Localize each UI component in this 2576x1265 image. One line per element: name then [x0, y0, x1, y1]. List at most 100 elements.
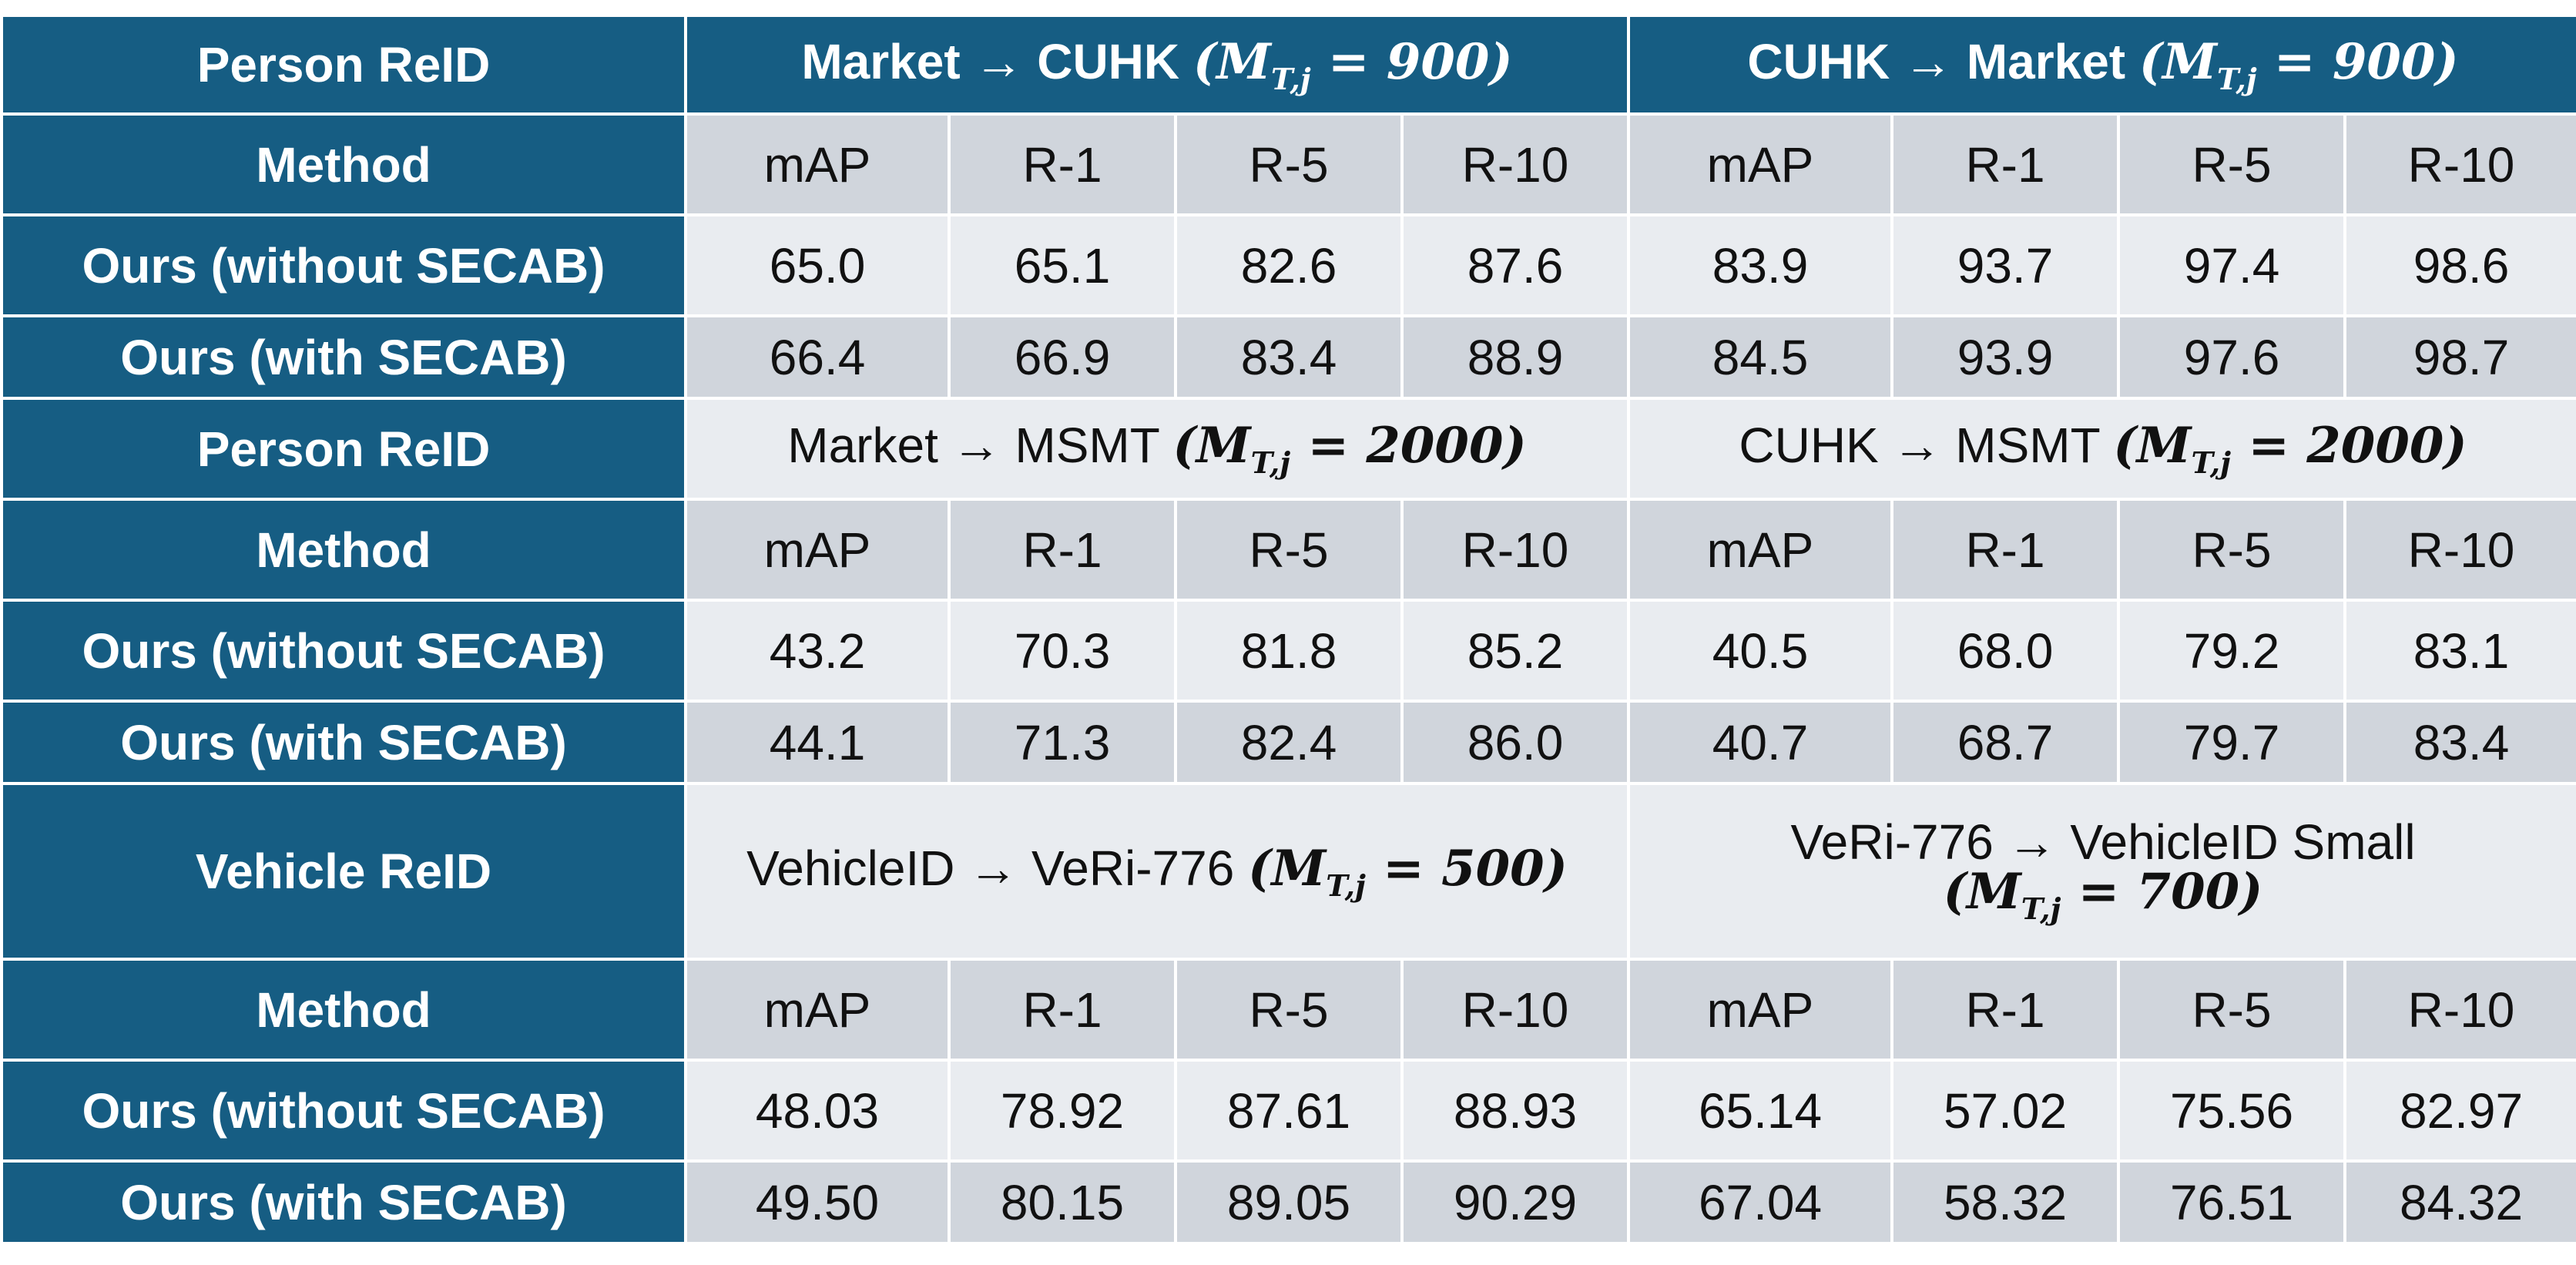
method-header: Method [0, 112, 687, 216]
table-cell: 65.14 [1627, 1059, 1894, 1163]
metric-header: mAP [1627, 958, 1894, 1062]
metric-header: R-10 [1400, 498, 1631, 602]
method-name: Ours (with SECAB) [0, 314, 687, 400]
table-row: Ours (without SECAB) 65.0 65.1 82.6 87.6… [0, 213, 2576, 317]
metric-header: R-5 [2117, 958, 2347, 1062]
metric-header: mAP [1627, 112, 1894, 216]
table-cell: 58.32 [1890, 1159, 2121, 1245]
dataset-header-a: Market → MSMT (MT,j = 2000) [683, 397, 1631, 501]
table-row: Ours (with SECAB) 49.50 80.15 89.05 90.2… [0, 1159, 2576, 1245]
table-row: Ours (without SECAB) 43.2 70.3 81.8 85.2… [0, 599, 2576, 703]
metric-header: R-5 [1174, 112, 1404, 216]
table-cell: 78.92 [948, 1059, 1177, 1163]
table-cell: 84.32 [2343, 1159, 2576, 1245]
dataset-header-b: CUHK → Market (MT,j = 900) [1627, 14, 2576, 116]
table-cell: 43.2 [684, 599, 951, 703]
mtj-value: 900 [1386, 32, 1490, 91]
table-cell: 97.4 [2117, 213, 2347, 317]
metric-header: R-10 [2343, 498, 2576, 602]
dataset-name: VehicleID → VeRi-776 [746, 840, 1235, 896]
table-cell: 85.2 [1400, 599, 1631, 703]
metrics-row: Method mAP R-1 R-5 R-10 mAP R-1 R-5 R-10 [0, 112, 2576, 216]
table-cell: 98.6 [2343, 213, 2576, 317]
dataset-header-b: CUHK → MSMT (MT,j = 2000) [1627, 397, 2576, 501]
table-cell: 66.4 [684, 314, 951, 400]
metric-header: R-10 [2343, 112, 2576, 216]
metric-header: R-10 [1400, 958, 1631, 1062]
metric-header: R-1 [1890, 498, 2121, 602]
table-cell: 70.3 [948, 599, 1177, 703]
metrics-row: Method mAP R-1 R-5 R-10 mAP R-1 R-5 R-10 [0, 498, 2576, 602]
method-name: Ours (without SECAB) [0, 213, 687, 317]
table-cell: 65.1 [948, 213, 1177, 317]
table-row: Ours (without SECAB) 48.03 78.92 87.61 8… [0, 1059, 2576, 1163]
mtj-value: 700 [2136, 863, 2240, 921]
section-header-row: Person ReID Market → MSMT (MT,j = 2000) … [0, 397, 2576, 501]
table-row: Ours (with SECAB) 44.1 71.3 82.4 86.0 40… [0, 700, 2576, 785]
table-cell: 89.05 [1174, 1159, 1404, 1245]
table-cell: 97.6 [2117, 314, 2347, 400]
table-cell: 49.50 [684, 1159, 951, 1245]
table-cell: 65.0 [684, 213, 951, 317]
mtj-value: 500 [1441, 839, 1545, 898]
table-cell: 83.4 [1174, 314, 1404, 400]
table-cell: 98.7 [2343, 314, 2576, 400]
table-cell: 82.97 [2343, 1059, 2576, 1163]
table-cell: 87.61 [1174, 1059, 1404, 1163]
metric-header: R-5 [2117, 112, 2347, 216]
mtj-value: 2000 [2306, 417, 2444, 475]
dataset-name: Market → CUHK [801, 33, 1180, 89]
table-cell: 87.6 [1400, 213, 1631, 317]
table-cell: 81.8 [1174, 599, 1404, 703]
table-cell: 75.56 [2117, 1059, 2347, 1163]
metric-header: R-1 [948, 958, 1177, 1062]
table-cell: 40.7 [1627, 700, 1894, 785]
table-cell: 82.4 [1174, 700, 1404, 785]
metric-header: R-1 [948, 112, 1177, 216]
table-cell: 44.1 [684, 700, 951, 785]
dataset-header-b: VeRi-776 → VehicleID Small (MT,j = 700) [1627, 782, 2576, 961]
table-cell: 68.7 [1890, 700, 2121, 785]
table-cell: 83.4 [2343, 700, 2576, 785]
dataset-header-a: VehicleID → VeRi-776 (MT,j = 500) [683, 782, 1631, 961]
metric-header: R-10 [1400, 112, 1631, 216]
method-name: Ours (with SECAB) [0, 1159, 687, 1245]
metric-header: R-5 [1174, 958, 1404, 1062]
section-header-row: Vehicle ReID VehicleID → VeRi-776 (MT,j … [0, 782, 2576, 961]
table-cell: 83.9 [1627, 213, 1894, 317]
table-cell: 93.7 [1890, 213, 2121, 317]
metric-header: R-5 [2117, 498, 2347, 602]
table-cell: 84.5 [1627, 314, 1894, 400]
method-name: Ours (with SECAB) [0, 700, 687, 785]
table-cell: 80.15 [948, 1159, 1177, 1245]
table-cell: 71.3 [948, 700, 1177, 785]
metric-header: R-10 [2343, 958, 2576, 1062]
table-cell: 88.9 [1400, 314, 1631, 400]
results-table: Person ReID Market → CUHK (MT,j = 900) C… [0, 14, 2576, 1245]
mtj-value: 900 [2332, 32, 2436, 91]
metric-header: mAP [684, 112, 951, 216]
dataset-name: VeRi-776 → VehicleID Small [1790, 814, 2416, 871]
method-name: Ours (without SECAB) [0, 1059, 687, 1163]
table-cell: 40.5 [1627, 599, 1894, 703]
metric-header: R-1 [1890, 112, 2121, 216]
table-cell: 82.6 [1174, 213, 1404, 317]
table-cell: 66.9 [948, 314, 1177, 400]
metrics-row: Method mAP R-1 R-5 R-10 mAP R-1 R-5 R-10 [0, 958, 2576, 1062]
table-cell: 68.0 [1890, 599, 2121, 703]
table-cell: 90.29 [1400, 1159, 1631, 1245]
section-header-row: Person ReID Market → CUHK (MT,j = 900) C… [0, 14, 2576, 116]
table-cell: 79.7 [2117, 700, 2347, 785]
table-cell: 86.0 [1400, 700, 1631, 785]
table-cell: 83.1 [2343, 599, 2576, 703]
method-header: Method [0, 958, 687, 1062]
metric-header: R-5 [1174, 498, 1404, 602]
method-name: Ours (without SECAB) [0, 599, 687, 703]
mtj-value: 2000 [1366, 417, 1504, 475]
metric-header: mAP [684, 498, 951, 602]
section-label: Person ReID [0, 14, 687, 116]
dataset-header-a: Market → CUHK (MT,j = 900) [683, 14, 1631, 116]
table-cell: 76.51 [2117, 1159, 2347, 1245]
dataset-name: Market → MSMT [787, 418, 1159, 474]
method-header: Method [0, 498, 687, 602]
